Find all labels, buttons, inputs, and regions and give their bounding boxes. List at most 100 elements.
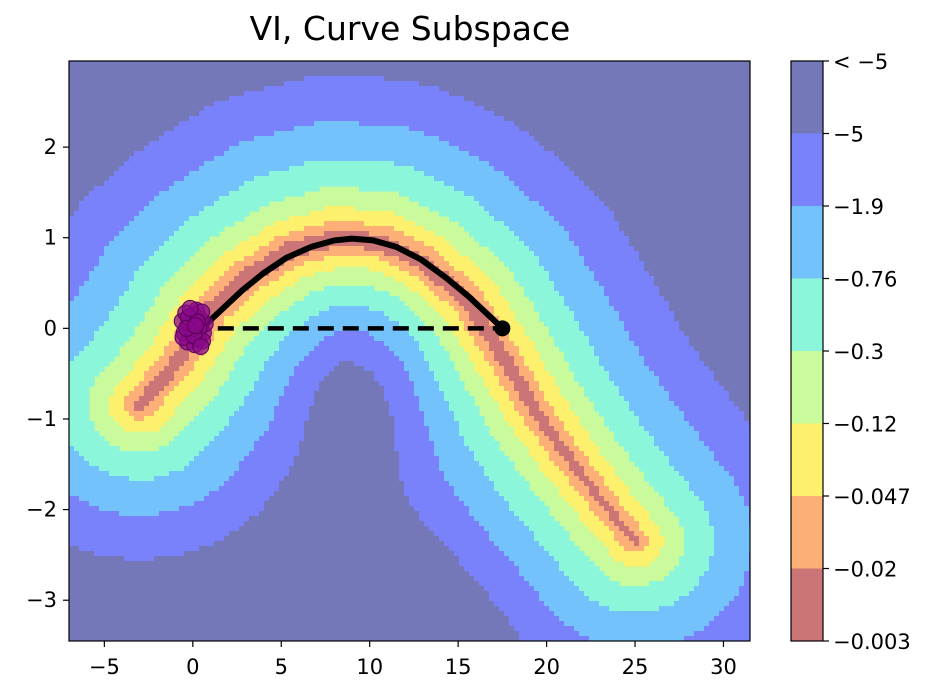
contour-cell: [239, 156, 245, 162]
contour-cell: [714, 76, 720, 82]
contour-cell: [479, 241, 485, 247]
contour-cell: [599, 96, 605, 102]
contour-cell: [209, 206, 215, 212]
contour-cell: [264, 171, 270, 177]
contour-cell: [564, 211, 570, 217]
contour-cell: [394, 161, 400, 167]
contour-cell: [159, 241, 165, 247]
contour-cell: [419, 176, 425, 182]
contour-cell: [429, 126, 435, 132]
contour-cell: [234, 86, 240, 92]
contour-cell: [429, 141, 435, 147]
contour-cell: [364, 111, 370, 117]
contour-cell: [669, 201, 675, 207]
contour-cell: [579, 211, 585, 217]
contour-cell: [399, 141, 405, 147]
contour-cell: [74, 116, 80, 122]
contour-cell: [519, 206, 525, 212]
contour-cell: [739, 161, 745, 167]
contour-cell: [524, 226, 530, 232]
contour-cell: [654, 216, 660, 222]
contour-cell: [594, 61, 600, 67]
contour-cell: [419, 131, 425, 137]
contour-cell: [674, 156, 680, 162]
contour-cell: [119, 181, 125, 187]
contour-cell: [544, 111, 550, 117]
contour-cell: [549, 91, 555, 97]
contour-cell: [219, 226, 225, 232]
contour-cell: [469, 86, 475, 92]
contour-cell: [84, 236, 90, 242]
contour-cell: [534, 116, 540, 122]
contour-cell: [709, 136, 715, 142]
contour-cell: [479, 196, 485, 202]
contour-cell: [744, 191, 750, 197]
contour-cell: [364, 76, 370, 82]
contour-cell: [209, 231, 215, 237]
contour-cell: [354, 81, 360, 87]
contour-cell: [169, 201, 175, 207]
contour-cell: [144, 131, 150, 137]
contour-cell: [454, 116, 460, 122]
contour-cell: [469, 61, 475, 67]
contour-cell: [354, 211, 360, 217]
contour-cell: [194, 151, 200, 157]
contour-cell: [384, 106, 390, 112]
contour-cell: [184, 111, 190, 117]
contour-cell: [269, 186, 275, 192]
contour-cell: [199, 86, 205, 92]
contour-cell: [504, 111, 510, 117]
contour-cell: [384, 166, 390, 172]
contour-cell: [694, 206, 700, 212]
contour-cell: [234, 201, 240, 207]
contour-cell: [564, 106, 570, 112]
contour-cell: [744, 61, 750, 67]
contour-cell: [99, 206, 105, 212]
contour-cell: [574, 71, 580, 77]
contour-cell: [654, 236, 660, 242]
contour-cell: [514, 196, 520, 202]
contour-cell: [624, 101, 630, 107]
contour-cell: [89, 171, 95, 177]
contour-cell: [149, 236, 155, 242]
contour-cell: [134, 136, 140, 142]
contour-cell: [569, 91, 575, 97]
contour-cell: [429, 236, 435, 242]
contour-cell: [679, 76, 685, 82]
contour-cell: [319, 166, 325, 172]
contour-cell: [174, 166, 180, 172]
contour-cell: [289, 216, 295, 222]
contour-cell: [299, 186, 305, 192]
contour-cell: [424, 201, 430, 207]
contour-cell: [374, 61, 380, 67]
contour-cell: [244, 76, 250, 82]
contour-cell: [539, 171, 545, 177]
contour-cell: [199, 141, 205, 147]
contour-cell: [164, 176, 170, 182]
contour-cell: [539, 101, 545, 107]
contour-cell: [239, 166, 245, 172]
contour-cell: [594, 191, 600, 197]
contour-cell: [739, 81, 745, 87]
contour-cell: [139, 61, 145, 67]
contour-cell: [209, 126, 215, 132]
contour-cell: [609, 191, 615, 197]
contour-cell: [644, 151, 650, 157]
contour-cell: [74, 131, 80, 137]
contour-cell: [184, 166, 190, 172]
contour-cell: [379, 146, 385, 152]
contour-cell: [654, 111, 660, 117]
contour-cell: [524, 186, 530, 192]
contour-cell: [634, 81, 640, 87]
contour-cell: [519, 146, 525, 152]
contour-cell: [659, 191, 665, 197]
contour-cell: [724, 96, 730, 102]
contour-cell: [519, 96, 525, 102]
contour-cell: [209, 156, 215, 162]
contour-cell: [689, 86, 695, 92]
contour-cell: [409, 86, 415, 92]
contour-cell: [519, 246, 525, 252]
contour-cell: [514, 231, 520, 237]
contour-cell: [429, 136, 435, 142]
contour-cell: [644, 156, 650, 162]
